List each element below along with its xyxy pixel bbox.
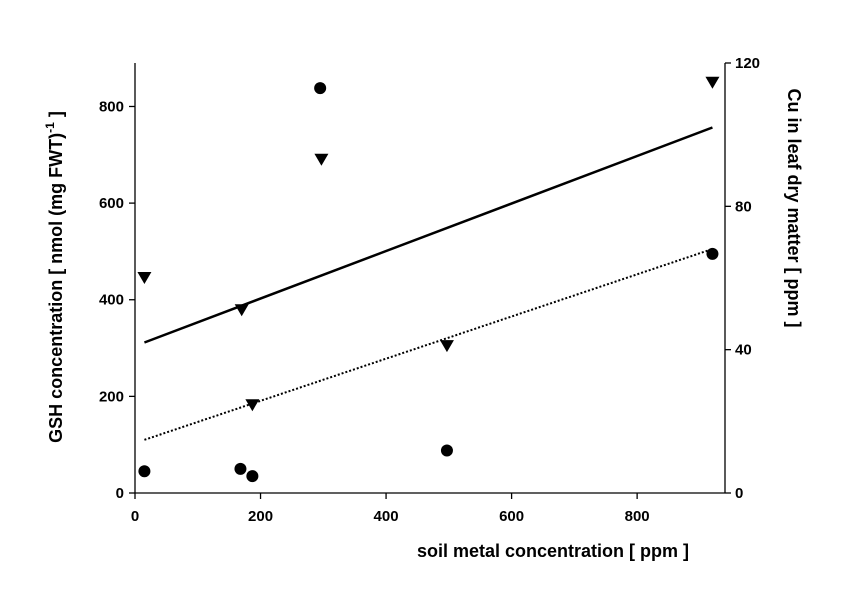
y2-tick-label: 40: [735, 342, 752, 359]
chart-marks: [137, 76, 720, 483]
circle-point: [440, 444, 453, 457]
circle-point: [246, 470, 259, 483]
y-tick-label: 600: [99, 195, 124, 212]
triangle-point: [439, 340, 454, 353]
chart-axes: 0 200 400 600 800 0 200 400 600 800 0 40 80 120: [99, 55, 760, 525]
x-tick-label: 0: [131, 508, 139, 525]
y2-tick-label: 120: [735, 55, 760, 72]
y2-tick-label: 0: [735, 485, 743, 502]
circle-point: [234, 462, 247, 475]
triangle-point: [234, 304, 249, 317]
circle-point: [138, 465, 151, 478]
x-tick-label: 800: [625, 508, 650, 525]
y-axis-title-end: ]: [46, 111, 66, 122]
y-tick-label: 200: [99, 388, 124, 405]
x-tick-label: 200: [248, 508, 273, 525]
y-tick-label: 800: [99, 98, 124, 115]
circle-point: [314, 82, 327, 95]
x-tick-label: 400: [374, 508, 399, 525]
x-axis-title: soil metal concentration [ ppm ]: [417, 541, 689, 561]
y2-tick-label: 80: [735, 198, 752, 215]
y-tick-label: 0: [116, 485, 124, 502]
y-tick-label: 400: [99, 292, 124, 309]
triangle-point: [137, 272, 152, 284]
y-axis-title-superscript: -1: [43, 122, 57, 133]
y-axis-title-main: GSH concentration [ nmol (mg FWT): [46, 133, 66, 443]
trend-line-dotted: [144, 248, 713, 441]
triangle-point: [705, 76, 720, 89]
trend-line-solid: [143, 126, 713, 344]
triangle-point: [314, 153, 329, 166]
triangle-point: [245, 399, 260, 412]
y-axis-title: GSH concentration [ nmol (mg FWT)-1 ]: [43, 111, 66, 443]
circle-point: [706, 247, 719, 260]
y2-axis-title: Cu in leaf dry matter [ ppm ]: [784, 88, 804, 327]
x-tick-label: 600: [499, 508, 524, 525]
